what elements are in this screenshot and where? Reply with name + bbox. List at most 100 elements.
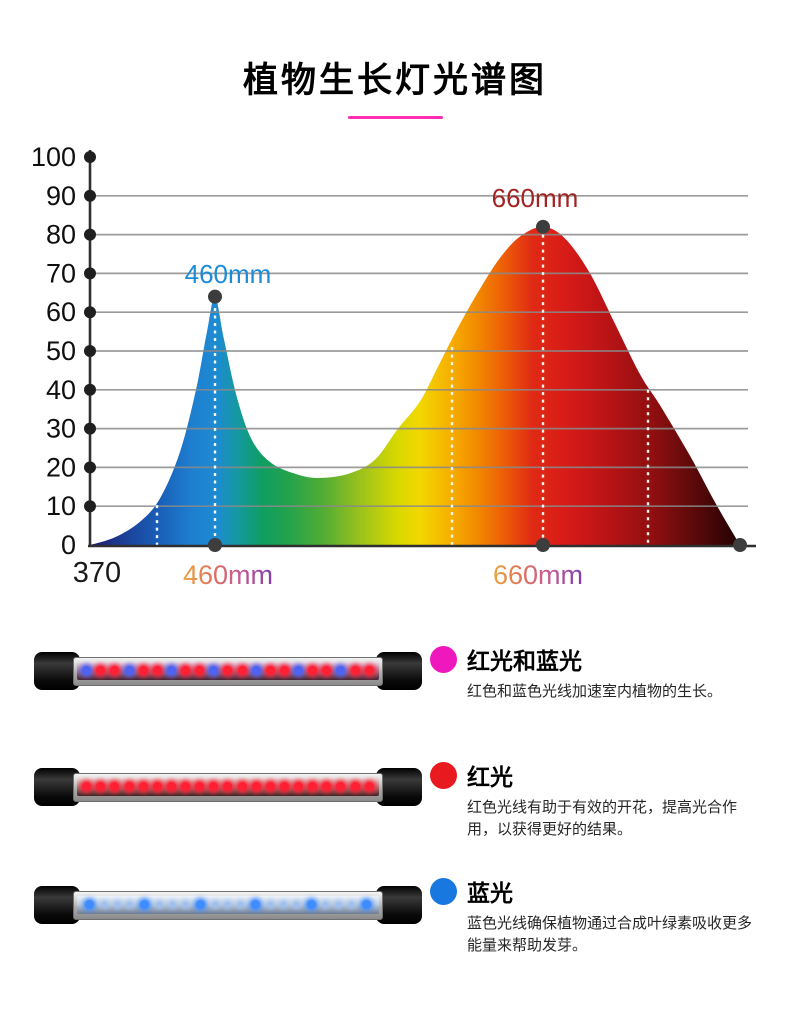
y-tick-label: 0	[61, 530, 76, 560]
led-red	[322, 666, 332, 675]
led-bluedim	[238, 902, 244, 907]
tube-right-cap	[376, 768, 422, 806]
led-red	[110, 666, 120, 675]
led-red	[308, 782, 318, 791]
led-strip	[77, 777, 379, 796]
led-tube-blue	[34, 886, 422, 924]
led-tube-red-blue	[34, 652, 422, 690]
y-tick-dot	[84, 500, 96, 513]
led-red	[279, 666, 289, 675]
x-tick-label: 660mm	[493, 560, 583, 590]
title-underline	[347, 116, 443, 119]
led-red	[350, 782, 360, 791]
led-red	[82, 782, 92, 791]
tube-right-cap	[376, 886, 422, 924]
legend-description: 蓝色光线确保植物通过合成叶绿素吸收更多能量来帮助发芽。	[467, 915, 753, 954]
led-red	[181, 782, 190, 791]
legend-row-blue: 蓝光 蓝色光线确保植物通过合成叶绿素吸收更多能量来帮助发芽。	[430, 874, 766, 957]
led-bluebright	[84, 900, 94, 909]
y-tick-dot	[84, 151, 96, 163]
led-red	[110, 782, 120, 791]
led-red	[336, 782, 346, 791]
tube-body	[73, 772, 383, 802]
y-tick-dot	[84, 461, 96, 474]
y-tick-label: 30	[46, 414, 76, 444]
tube-body	[73, 656, 383, 686]
led-red	[350, 666, 360, 675]
y-tick-label: 70	[46, 258, 76, 288]
y-tick-label: 50	[46, 336, 76, 366]
led-bluebright	[140, 900, 150, 909]
led-blue	[336, 666, 346, 675]
legend-row-red: 红光 红色光线有助于有效的开花，提高光合作用，以获得更好的结果。	[430, 758, 766, 841]
led-bluedim	[157, 902, 163, 907]
spectrum-area	[90, 226, 740, 545]
led-red	[223, 782, 233, 791]
led-blue	[82, 666, 92, 675]
tube-left-cap	[34, 768, 80, 806]
led-blue	[166, 666, 176, 675]
led-bluebright	[362, 900, 372, 909]
x-start-label: 370	[73, 557, 121, 589]
led-red	[265, 782, 275, 791]
led-bluebright	[195, 900, 205, 909]
led-red	[322, 782, 332, 791]
x-tick-label: 460mm	[183, 560, 273, 590]
magenta-dot-icon	[430, 645, 457, 673]
led-red	[195, 666, 205, 675]
y-tick-label: 80	[46, 220, 76, 250]
legend-row-header: 红光和蓝光	[430, 642, 766, 676]
tube-right-cap	[376, 652, 422, 690]
y-tick-label: 10	[46, 491, 76, 521]
legend-title: 蓝光	[467, 880, 513, 906]
led-red	[265, 666, 275, 675]
legend-description: 红色光线有助于有效的开花，提高光合作用，以获得更好的结果。	[467, 799, 738, 838]
led-red	[279, 782, 289, 791]
led-bluedim	[225, 902, 231, 907]
led-bluebright	[306, 900, 316, 909]
x-axis-marker-dot	[733, 538, 747, 552]
y-tick-label: 90	[46, 181, 76, 211]
led-blue	[251, 666, 261, 675]
led-red	[195, 782, 205, 791]
led-bluedim	[182, 902, 188, 907]
led-red	[364, 666, 374, 675]
y-tick-label: 60	[46, 297, 76, 327]
peak-dot	[208, 289, 222, 304]
led-red	[152, 782, 162, 791]
led-bluedim	[127, 902, 133, 907]
tube-left-cap	[34, 886, 80, 924]
y-tick-dot	[84, 345, 96, 357]
peak-label: 460mm	[185, 259, 272, 289]
y-tick-dot	[84, 189, 96, 202]
legend-row-header: 蓝光	[430, 874, 766, 908]
led-red	[209, 782, 219, 791]
led-bluedim	[114, 902, 120, 907]
y-tick-dot	[84, 422, 96, 435]
led-bluedim	[212, 902, 218, 907]
y-tick-dot	[84, 383, 96, 396]
led-red	[251, 782, 261, 791]
spectrum-chart: 0 10 20 30 40 50 60 70 80 90 100 370 460mm 660mm 460mm…	[31, 142, 756, 590]
led-bluedim	[349, 902, 355, 907]
legend-row-red-blue: 红光和蓝光 红色和蓝色光线加速室内植物的生长。	[430, 642, 766, 703]
led-red	[166, 782, 176, 791]
led-bluedim	[280, 902, 286, 907]
led-red	[294, 782, 303, 791]
y-tick-dot	[84, 306, 96, 319]
led-red	[181, 666, 190, 675]
led-bluedim	[323, 902, 329, 907]
blue-dot-icon	[430, 877, 457, 905]
legend-description: 红色和蓝色光线加速室内植物的生长。	[467, 683, 723, 700]
y-tick-dot	[84, 228, 96, 241]
legend-title: 红光和蓝光	[467, 648, 582, 674]
led-bluedim	[268, 902, 274, 907]
led-red	[124, 782, 134, 791]
page-title: 植物生长灯光谱图	[242, 61, 547, 100]
tube-body	[73, 890, 383, 920]
y-tick-label: 20	[46, 452, 76, 482]
led-bluedim	[101, 902, 107, 907]
led-red	[152, 666, 162, 675]
led-tube-red	[34, 768, 422, 806]
